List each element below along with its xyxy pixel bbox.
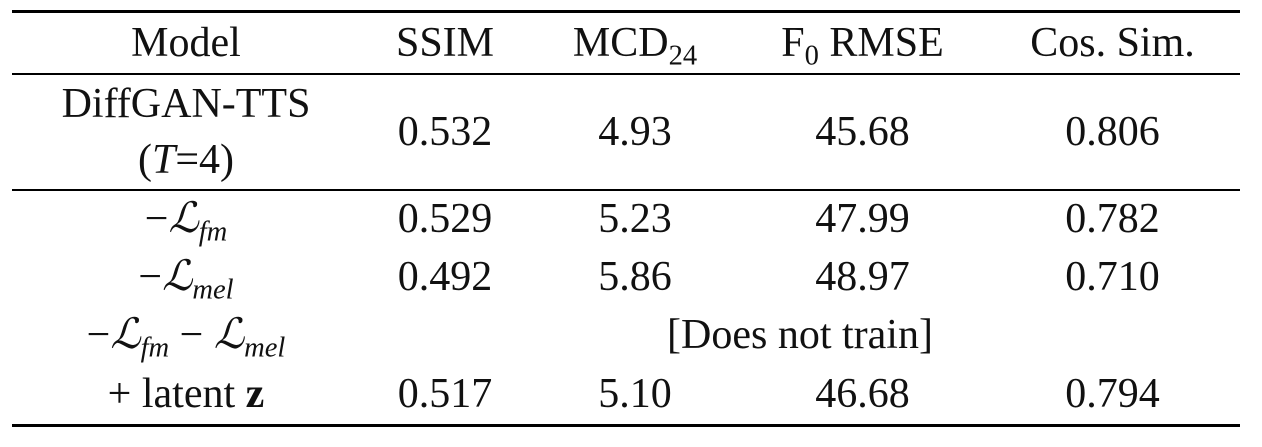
cell-line: SSIM (360, 15, 530, 71)
row-label: −ℒfm (12, 190, 360, 248)
cell-line: Cos. Sim. (985, 15, 1240, 71)
cell-line: −ℒfm (12, 191, 360, 247)
header-cell: MCD24 (530, 12, 740, 74)
table-header: Model SSIM MCD24 F0 RMSE Cos. Sim. (12, 11, 1240, 74)
cell-line: −ℒmel (12, 249, 360, 305)
table-row: DiffGAN-TTS (T=4) 0.532 4.93 45.68 0.806 (12, 74, 1240, 190)
results-table: Model SSIM MCD24 F0 RMSE Cos. Sim. DiffGAN-T… (12, 10, 1240, 427)
table-row: −ℒfm 0.529 5.23 47.99 0.782 (12, 190, 1240, 248)
header-cell: SSIM (360, 12, 530, 74)
value-cell: 0.794 (1065, 370, 1160, 417)
value-cell: 48.97 (815, 253, 910, 300)
value-cell: 0.492 (397, 253, 493, 300)
text-segment: RMSE (818, 19, 944, 66)
value-cell: 5.23 (598, 196, 672, 242)
text-segment: 0 (804, 40, 819, 72)
text-segment: 24 (668, 40, 698, 72)
value-cell: 0.782 (1065, 196, 1160, 242)
row-label: −ℒfm − ℒmel (12, 306, 360, 364)
value-cell: 0.710 (1065, 253, 1160, 300)
text-segment: z (245, 370, 265, 417)
table-row: −ℒfm − ℒmel [Does not train] (12, 306, 1240, 364)
value-cell: 0.532 (397, 108, 493, 155)
text-segment: ℒ (168, 196, 199, 242)
value-cell: 5.86 (598, 253, 672, 300)
cell-line: MCD24 (530, 15, 740, 71)
table-row: + latent z 0.517 5.10 46.68 0.794 (12, 364, 1240, 426)
header-row: Model SSIM MCD24 F0 RMSE Cos. Sim. (12, 11, 1240, 74)
value-cell: 45.68 (815, 108, 910, 155)
cell-line: F0 RMSE (740, 15, 985, 71)
text-segment: − (144, 196, 169, 242)
value-cell: 47.99 (815, 196, 910, 242)
row-label: + latent z (12, 364, 360, 426)
cell-line: Model (12, 15, 360, 71)
header-cell: Cos. Sim. (985, 12, 1240, 74)
text-segment: T (151, 136, 176, 183)
text-segment: =4) (175, 136, 235, 183)
row-note: [Does not train] (667, 311, 933, 358)
text-segment: − (169, 311, 214, 358)
table-body: DiffGAN-TTS (T=4) 0.532 4.93 45.68 0.806 −ℒfm 0… (12, 74, 1240, 426)
text-segment: F (781, 19, 805, 66)
text-segment: DiffGAN-TTS (61, 80, 311, 127)
cell-line: (T=4) (12, 132, 360, 188)
text-segment: + latent (107, 370, 246, 417)
text-segment: Model (131, 19, 241, 66)
table-row: −ℒmel 0.492 5.86 48.97 0.710 (12, 248, 1240, 306)
value-cell: 5.10 (598, 370, 672, 417)
value-cell: 4.93 (598, 108, 672, 155)
row-label: DiffGAN-TTS (T=4) (12, 74, 360, 190)
text-segment: ℒ (213, 311, 245, 358)
text-segment: − (86, 311, 111, 358)
value-cell: 0.529 (397, 196, 493, 242)
text-segment: MCD (572, 19, 669, 66)
cell-line: DiffGAN-TTS (12, 76, 360, 132)
header-cell: Model (12, 12, 360, 74)
value-cell: 0.806 (1065, 108, 1160, 155)
text-segment: ℒ (110, 311, 141, 358)
cell-line: −ℒfm − ℒmel (12, 307, 360, 363)
row-label: −ℒmel (12, 248, 360, 306)
value-cell: 46.68 (815, 370, 910, 417)
text-segment: fm (140, 332, 170, 364)
text-segment: ( (137, 136, 152, 183)
text-segment: mel (192, 274, 234, 306)
text-segment: − (138, 253, 163, 300)
text-segment: ℒ (162, 253, 193, 300)
value-cell: 0.517 (397, 370, 493, 417)
text-segment: fm (198, 216, 228, 248)
cell-line: + latent z (12, 366, 360, 422)
header-cell: F0 RMSE (740, 12, 985, 74)
text-segment: SSIM (395, 19, 495, 66)
text-segment: Cos. Sim. (1030, 19, 1195, 66)
text-segment: mel (244, 332, 286, 364)
